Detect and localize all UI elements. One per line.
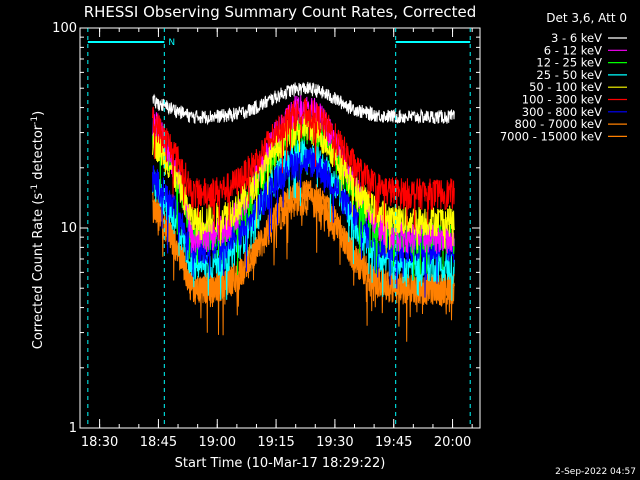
y-label-part: ): [31, 111, 46, 116]
series-layer: [152, 81, 455, 342]
series-line: [152, 113, 455, 254]
y-label-exponent: -1: [30, 184, 40, 193]
y-label-exponent: -1: [30, 116, 40, 125]
flag-label: N: [168, 38, 175, 48]
x-axis: 18:30 18:45 19:00 19:15 19:30 19:45 20:00: [79, 28, 473, 450]
x-tick-label: 19:00: [199, 435, 236, 450]
legend-entry: 100 - 300 keV: [522, 93, 602, 107]
x-tick-label: 18:45: [140, 435, 177, 450]
x-tick-label: 18:30: [81, 435, 118, 450]
legend-entry: 7000 - 15000 keV: [500, 129, 602, 143]
y-tick-label: 10: [60, 221, 77, 236]
y-tick-label: 100: [52, 21, 77, 36]
chart-title: RHESSI Observing Summary Count Rates, Co…: [84, 3, 477, 21]
legend-entry: 50 - 100 keV: [529, 80, 602, 94]
render-date: 2-Sep-2022 04:57: [555, 467, 636, 477]
x-axis-label: Start Time (10-Mar-17 18:29:22): [175, 456, 386, 471]
legend-title: Det 3,6, Att 0: [546, 11, 627, 25]
x-tick-label: 19:30: [316, 435, 353, 450]
x-tick-label: 19:45: [375, 435, 412, 450]
series-line: [152, 179, 455, 336]
y-label-part: detector: [31, 124, 46, 184]
legend-entry: 6 - 12 keV: [544, 43, 602, 57]
legend-entry: 25 - 50 keV: [536, 68, 602, 82]
y-axis: 1 10 100: [52, 21, 480, 436]
x-tick-label: 20:00: [434, 435, 471, 450]
y-label-part: Corrected Count Rate (s: [31, 193, 46, 350]
x-tick-label: 19:15: [257, 435, 294, 450]
y-axis-label: Corrected Count Rate (s-1 detector-1): [30, 111, 46, 349]
legend-entry: 800 - 7000 keV: [514, 117, 602, 131]
legend-entry: 3 - 6 keV: [551, 31, 602, 45]
legend-entry: 12 - 25 keV: [536, 56, 602, 70]
series-line: [152, 98, 455, 240]
series-line: [152, 81, 455, 126]
legend-entry: 300 - 800 keV: [522, 105, 602, 119]
y-tick-label: 1: [69, 421, 77, 436]
